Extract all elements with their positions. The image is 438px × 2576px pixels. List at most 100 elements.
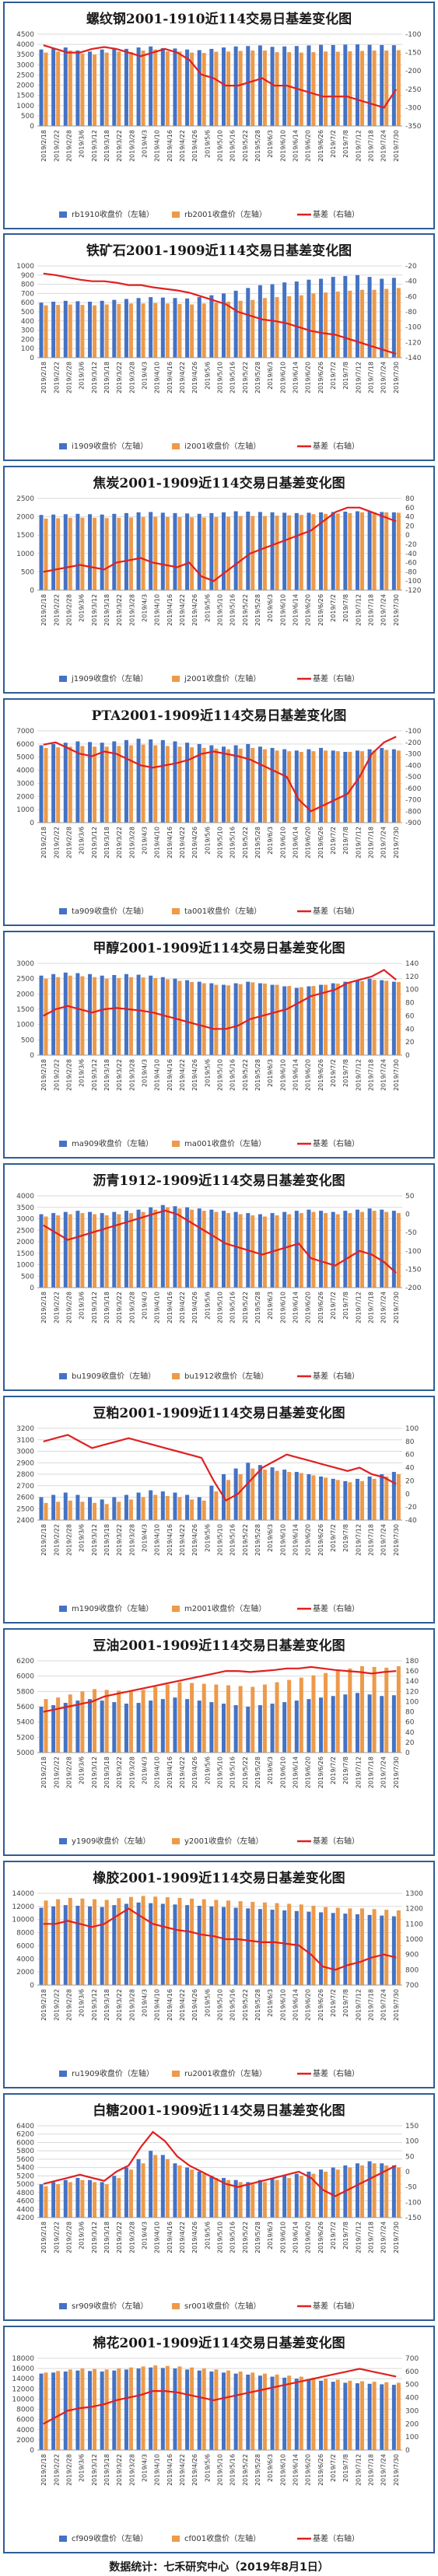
y-right-tick-label: 40: [405, 1465, 415, 1473]
y-left-tick-label: 1000: [16, 806, 34, 814]
chart-svg: 焦炭2001-1909近114交易日基差变化图 0 500 1000 1500 2000 2…: [16, 475, 422, 683]
chart-title: 螺纹钢2001-1910近114交易日基差变化图: [86, 11, 352, 27]
bar-near: [258, 983, 262, 1055]
bar-far: [238, 1686, 243, 1753]
bar-far: [44, 2186, 48, 2218]
bar-far: [44, 747, 48, 823]
bar-near: [380, 1474, 384, 1520]
x-tick-label: 2019/3/28: [128, 130, 135, 162]
x-tick-label: 2019/5/16: [230, 362, 237, 393]
x-tick-label: 2019/5/28: [254, 1524, 261, 1556]
bar-far: [348, 1908, 352, 1985]
bar-far: [44, 1502, 48, 1520]
bar-far: [128, 745, 133, 823]
bar-near: [294, 1910, 299, 1985]
bar-near: [149, 1490, 153, 1520]
y-left-tick-label: 6000: [16, 1673, 34, 1681]
bar-near: [209, 983, 214, 1055]
chart-panel: 沥青1912-1909近114交易日基差变化图 0 500 1000 1500 2000 2…: [3, 1163, 435, 1391]
bar-far: [372, 1478, 377, 1520]
bar-far: [117, 518, 121, 590]
bar-near: [63, 1211, 68, 1288]
y-left-tick-label: 5000: [16, 754, 34, 762]
x-tick-label: 2019/2/28: [65, 2221, 72, 2253]
bar-far: [311, 1906, 316, 1985]
bar-far: [68, 2182, 72, 2218]
x-tick-label: 2019/3/28: [128, 2454, 135, 2486]
x-tick-label: 2019/3/6: [79, 594, 86, 622]
bar-far: [396, 1910, 401, 1985]
x-tick-label: 2019/5/10: [217, 2454, 224, 2486]
bar-far: [262, 2182, 267, 2218]
x-tick-label: 2019/4/26: [191, 2454, 198, 2486]
y-right-tick-label: 20: [405, 1039, 415, 1047]
y-left-tick-label: 6200: [16, 1658, 34, 1665]
basis-line: [43, 736, 397, 813]
x-tick-label: 2019/7/30: [393, 594, 400, 626]
y-right-tick-label: 140: [405, 1678, 419, 1686]
x-tick-label: 2019/2/28: [65, 594, 72, 626]
bar-near: [246, 288, 251, 358]
x-tick-label: 2019/5/6: [204, 827, 211, 855]
bar-near: [88, 2179, 93, 2218]
x-tick-label: 2019/4/10: [154, 1291, 161, 1323]
bar-far: [372, 750, 377, 823]
bar-near: [233, 745, 238, 823]
x-tick-label: 2019/7/30: [393, 1524, 400, 1556]
bar-near: [233, 511, 238, 590]
y-right-tick-label: -40: [405, 1517, 417, 1525]
bar-far: [44, 1900, 48, 1985]
x-tick-label: 2019/2/22: [53, 827, 60, 858]
y-right-tick-label: -120: [405, 339, 422, 347]
y-left-tick-label: 0: [30, 2447, 34, 2455]
bar-far: [141, 303, 145, 358]
x-tick-label: 2019/4/26: [191, 1756, 198, 1788]
x-tick-label: 2019/7/2: [330, 1524, 337, 1552]
y-left-tick-label: 4200: [16, 2214, 34, 2222]
bar-far: [214, 1684, 219, 1753]
y-right-tick-label: 180: [405, 1658, 419, 1665]
y-right-tick-label: 50: [405, 2153, 415, 2161]
bar-far: [117, 1690, 121, 1753]
y-right-tick-label: 150: [405, 2123, 419, 2130]
bar-near: [136, 47, 141, 126]
bar-far: [238, 748, 243, 823]
bar-near: [63, 2179, 68, 2218]
bar-near: [160, 47, 165, 126]
chart-title: 棉花2001-1909近114交易日基差变化图: [93, 2335, 345, 2351]
bar-near: [355, 1693, 359, 1753]
bar-near: [51, 1906, 56, 1985]
bar-far: [141, 517, 145, 590]
x-tick-label: 2019/7/18: [368, 1989, 375, 2021]
chart-svg: 豆油2001-1909近114交易日基差变化图 5000 5200 5400 5600 5…: [16, 1638, 419, 1846]
x-tick-label: 2019/7/8: [342, 1059, 349, 1087]
bar-near: [258, 1909, 262, 1985]
legend-label: cf001收盘价（左轴）: [184, 2533, 261, 2543]
bar-near: [258, 2375, 262, 2450]
x-tick-label: 2019/6/26: [317, 1756, 324, 1788]
bar-far: [201, 1683, 206, 1753]
legend-label: ma909收盘价（左轴）: [72, 1138, 153, 1148]
x-tick-label: 2019/5/22: [242, 1989, 249, 2021]
bar-near: [307, 512, 311, 590]
bar-near: [160, 297, 165, 358]
y-left-tick-label: 500: [21, 309, 34, 316]
legend-swatch: [59, 211, 67, 218]
x-tick-label: 2019/3/28: [128, 1291, 135, 1323]
bar-near: [173, 1904, 177, 1985]
legend-swatch: [59, 2071, 67, 2077]
x-tick-label: 2019/2/18: [40, 1756, 47, 1788]
bar-near: [63, 1703, 68, 1753]
x-tick-label: 2019/4/16: [166, 1059, 173, 1091]
chart-svg: 棉花2001-1909近114交易日基差变化图02000400060008000…: [12, 2335, 419, 2543]
bar-near: [367, 277, 372, 358]
bar-far: [238, 1901, 243, 1985]
x-tick-label: 2019/2/28: [65, 2454, 72, 2486]
y-right-tick-label: 60: [405, 505, 415, 512]
bar-near: [136, 2158, 141, 2218]
bar-near: [149, 512, 153, 590]
bar-near: [173, 1206, 177, 1288]
x-tick-label: 2019/5/22: [242, 2221, 249, 2253]
bar-far: [153, 1494, 158, 1520]
bar-far: [56, 518, 61, 590]
